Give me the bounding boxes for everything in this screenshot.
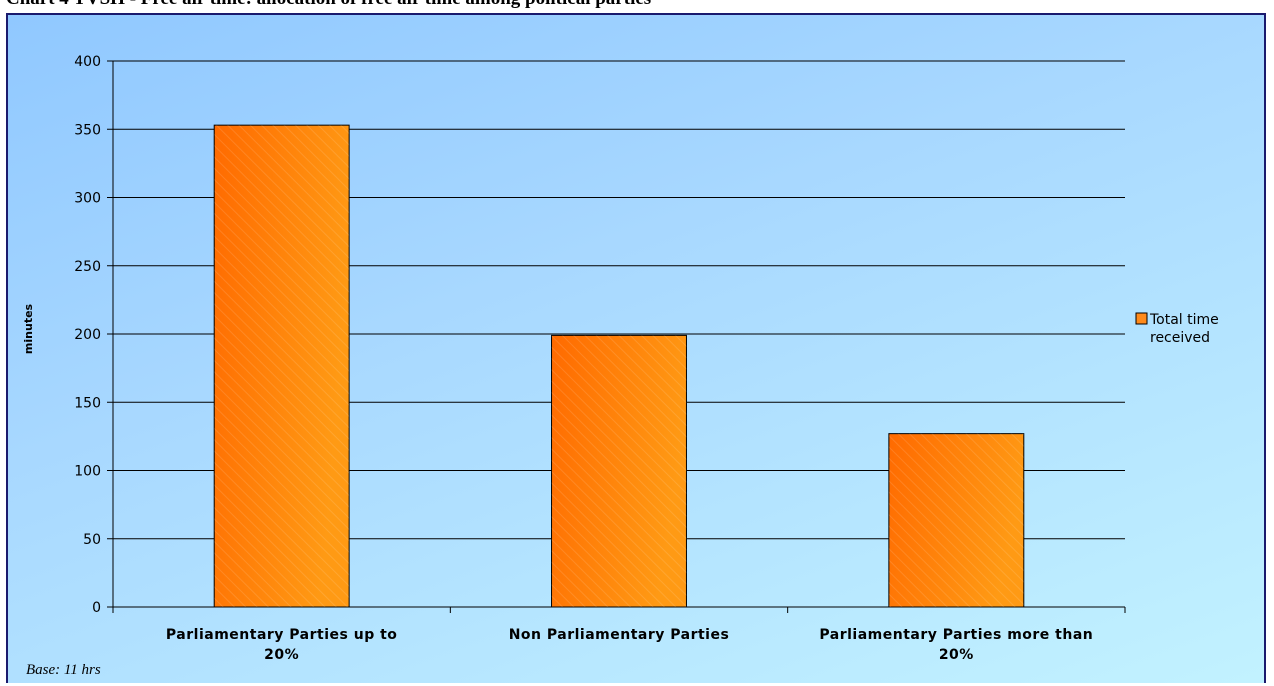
y-tick-label: 0 bbox=[92, 600, 101, 616]
x-tick-label: Non Parliamentary Parties bbox=[509, 627, 730, 643]
y-axis-label: minutes bbox=[22, 303, 35, 354]
bar-texture bbox=[888, 433, 1024, 607]
legend-label: Total time received bbox=[1149, 312, 1219, 346]
y-tick-labels: 0 50 100 150 200 250 300 350 400 bbox=[74, 54, 101, 616]
legend-swatch bbox=[1135, 312, 1148, 325]
chart-title: Chart 4 TVSH - Free air time: allocation… bbox=[6, 0, 1268, 10]
y-tick-label: 100 bbox=[74, 464, 101, 480]
y-tick-label: 400 bbox=[74, 54, 101, 70]
x-tick-label: Parliamentary Parties more than 20% bbox=[819, 627, 1093, 663]
y-tick-label: 300 bbox=[74, 191, 101, 207]
x-tick-label-line: Parliamentary Parties up to bbox=[166, 627, 397, 643]
bars bbox=[213, 124, 1025, 608]
legend-label-line: Total time bbox=[1149, 312, 1219, 328]
bar-texture bbox=[551, 335, 687, 607]
x-tick-label-line: 20% bbox=[264, 647, 299, 663]
x-tick-label-line: 20% bbox=[939, 647, 974, 663]
x-tick-labels: Parliamentary Parties up to 20% Non Parlia… bbox=[166, 627, 1093, 663]
x-tick-label: Parliamentary Parties up to 20% bbox=[166, 627, 397, 663]
legend: Total time received bbox=[1135, 312, 1219, 346]
y-tick-label: 150 bbox=[74, 395, 101, 411]
x-tick-label-line: Parliamentary Parties more than bbox=[819, 627, 1093, 643]
legend-label-line: received bbox=[1150, 330, 1210, 346]
y-tick-label: 350 bbox=[74, 122, 101, 138]
x-tick-label-line: Non Parliamentary Parties bbox=[509, 627, 730, 643]
y-tick-label: 50 bbox=[83, 532, 101, 548]
footnote: Base: 11 hrs bbox=[26, 662, 101, 678]
y-tick-label: 200 bbox=[74, 327, 101, 343]
y-tick-label: 250 bbox=[74, 259, 101, 275]
bar-texture bbox=[214, 125, 350, 607]
